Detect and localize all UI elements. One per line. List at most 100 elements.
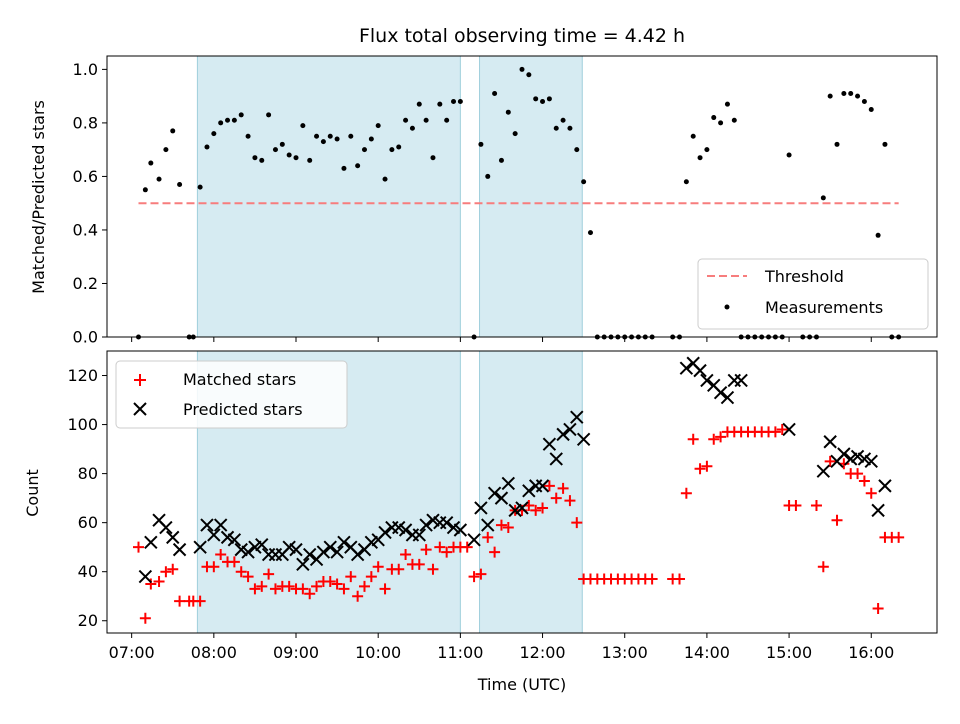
top-series-0-point-44 xyxy=(437,101,443,107)
bottom-series-0-point-20 xyxy=(269,583,281,595)
bottom-series-1-point-53 xyxy=(522,484,536,498)
bottom-series-1-point-5 xyxy=(172,542,187,557)
top-series-0-point-40 xyxy=(409,125,415,131)
top-shaded-interval-1 xyxy=(479,55,583,338)
bottom-series-1-point-81 xyxy=(878,479,892,493)
top-series-0-point-15 xyxy=(238,112,244,118)
top-series-0-point-77 xyxy=(683,179,689,185)
bottom-series-1-point-26 xyxy=(330,545,344,559)
top-series-0-point-102 xyxy=(861,98,867,104)
top-series-0-point-52 xyxy=(498,157,504,163)
top-series-0-point-96 xyxy=(820,195,826,201)
top-series-0-point-9 xyxy=(197,184,203,190)
bottom-series-1-point-1 xyxy=(144,535,158,549)
bottom-series-1-point-61 xyxy=(576,432,591,446)
top-series-0-point-99 xyxy=(841,90,847,96)
top-series-0-point-80 xyxy=(704,147,710,153)
top-axes-frame xyxy=(106,55,938,338)
top-series-0-point-45 xyxy=(444,117,450,123)
bottom-series-0-point-32 xyxy=(352,590,364,602)
top-series-0-point-101 xyxy=(855,93,861,99)
bottom-series-1-point-49 xyxy=(494,491,509,505)
bottom-y-axis-label: Count xyxy=(23,469,42,517)
bottom-series-1-point-9 xyxy=(213,518,228,532)
bottom-series-0-point-28 xyxy=(324,576,336,588)
bottom-series-1-point-4 xyxy=(166,530,180,545)
bottom-series-1-point-8 xyxy=(207,528,221,542)
legend-threshold-label: Threshold xyxy=(764,267,844,286)
bottom-series-1-point-57 xyxy=(549,452,563,466)
bottom-series-0-point-19 xyxy=(263,568,275,580)
top-series-0-point-24 xyxy=(300,123,306,129)
top-series-0-point-32 xyxy=(355,163,361,169)
top-series-0-point-60 xyxy=(553,125,559,131)
top-series-0-point-20 xyxy=(272,147,278,153)
bottom-series-1-point-24 xyxy=(316,545,331,559)
top-series-0-point-33 xyxy=(361,147,367,153)
top-series-0-point-3 xyxy=(156,176,162,182)
top-series-0-point-31 xyxy=(348,133,354,139)
bottom-series-0-point-52 xyxy=(489,546,501,558)
bottom-series-1-point-3 xyxy=(159,520,173,535)
bottom-series-0-point-26 xyxy=(311,580,323,592)
bottom-series-0-point-36 xyxy=(379,583,391,595)
bottom-series-0-point-35 xyxy=(372,561,384,573)
bottom-series-1-point-13 xyxy=(241,545,255,559)
bottom-series-0-point-58 xyxy=(530,504,542,516)
bottom-series-1-point-45 xyxy=(467,533,481,547)
bottom-series-0-point-75 xyxy=(646,573,658,585)
bottom-series-0-point-102 xyxy=(858,475,870,487)
top-series-0-point-17 xyxy=(252,155,258,161)
bottom-series-0-point-34 xyxy=(365,571,377,583)
bottom-series-1-point-11 xyxy=(227,533,242,547)
top-series-0-point-42 xyxy=(423,117,429,123)
bottom-y-tick-label-4: 100 xyxy=(67,415,98,434)
bottom-series-0-point-29 xyxy=(331,578,343,590)
bottom-y-tick-label-0: 20 xyxy=(78,611,98,630)
top-legend: Threshold Measurements xyxy=(697,258,929,330)
top-series-0-point-65 xyxy=(587,230,593,236)
legend-predicted-label: Predicted stars xyxy=(183,400,303,419)
bottom-series-0-point-98 xyxy=(831,514,843,526)
x-tick-label-0: 07:00 xyxy=(109,643,155,662)
top-series-0-point-13 xyxy=(225,117,231,123)
top-series-0-point-97 xyxy=(827,93,833,99)
top-series-0-point-79 xyxy=(697,155,703,161)
bottom-series-1-point-21 xyxy=(296,557,310,572)
bottom-series-0-point-41 xyxy=(413,558,425,570)
top-series-0-point-35 xyxy=(375,123,381,129)
top-series-0-point-98 xyxy=(834,141,840,147)
top-series-0-point-23 xyxy=(293,155,299,161)
bottom-series-0-point-53 xyxy=(495,519,507,531)
x-axis-label: Time (UTC) xyxy=(477,675,566,694)
bottom-series-0-point-42 xyxy=(420,544,432,556)
bottom-series-0-point-63 xyxy=(564,495,576,507)
top-y-tick-label-3: 0.6 xyxy=(73,167,98,186)
legend-predicted-swatch xyxy=(133,402,147,416)
top-series-0-point-25 xyxy=(307,157,313,163)
top-series-0-point-105 xyxy=(882,141,888,147)
bottom-series-1-point-7 xyxy=(200,518,214,532)
bottom-series-1-point-38 xyxy=(412,528,426,542)
bottom-series-0-point-48 xyxy=(461,541,473,553)
top-series-0-point-5 xyxy=(170,128,176,134)
bottom-series-1-point-73 xyxy=(823,435,837,449)
top-series-0-point-22 xyxy=(286,152,292,158)
bottom-series-1-point-29 xyxy=(350,547,365,562)
bottom-series-0-point-39 xyxy=(400,549,412,561)
top-series-0-point-38 xyxy=(396,144,402,150)
bottom-series-0-point-3 xyxy=(153,576,165,588)
bottom-series-1-point-71 xyxy=(782,422,796,437)
x-tick-label-7: 14:00 xyxy=(684,643,730,662)
bottom-series-1-point-42 xyxy=(439,515,454,530)
bottom-series-0-point-80 xyxy=(694,463,706,475)
bottom-series-1-point-75 xyxy=(837,447,851,461)
bottom-series-1-point-80 xyxy=(871,503,885,518)
bottom-series-0-point-83 xyxy=(715,431,727,443)
top-panel: Matched/Predicted stars 0.0 0.2 0.4 0.6 0.8 1… xyxy=(29,55,938,347)
bottom-series-0-point-77 xyxy=(674,573,686,585)
bottom-series-1-point-22 xyxy=(302,547,317,562)
bottom-y-tick-label-1: 40 xyxy=(78,562,98,581)
top-series-0-point-14 xyxy=(231,117,237,123)
